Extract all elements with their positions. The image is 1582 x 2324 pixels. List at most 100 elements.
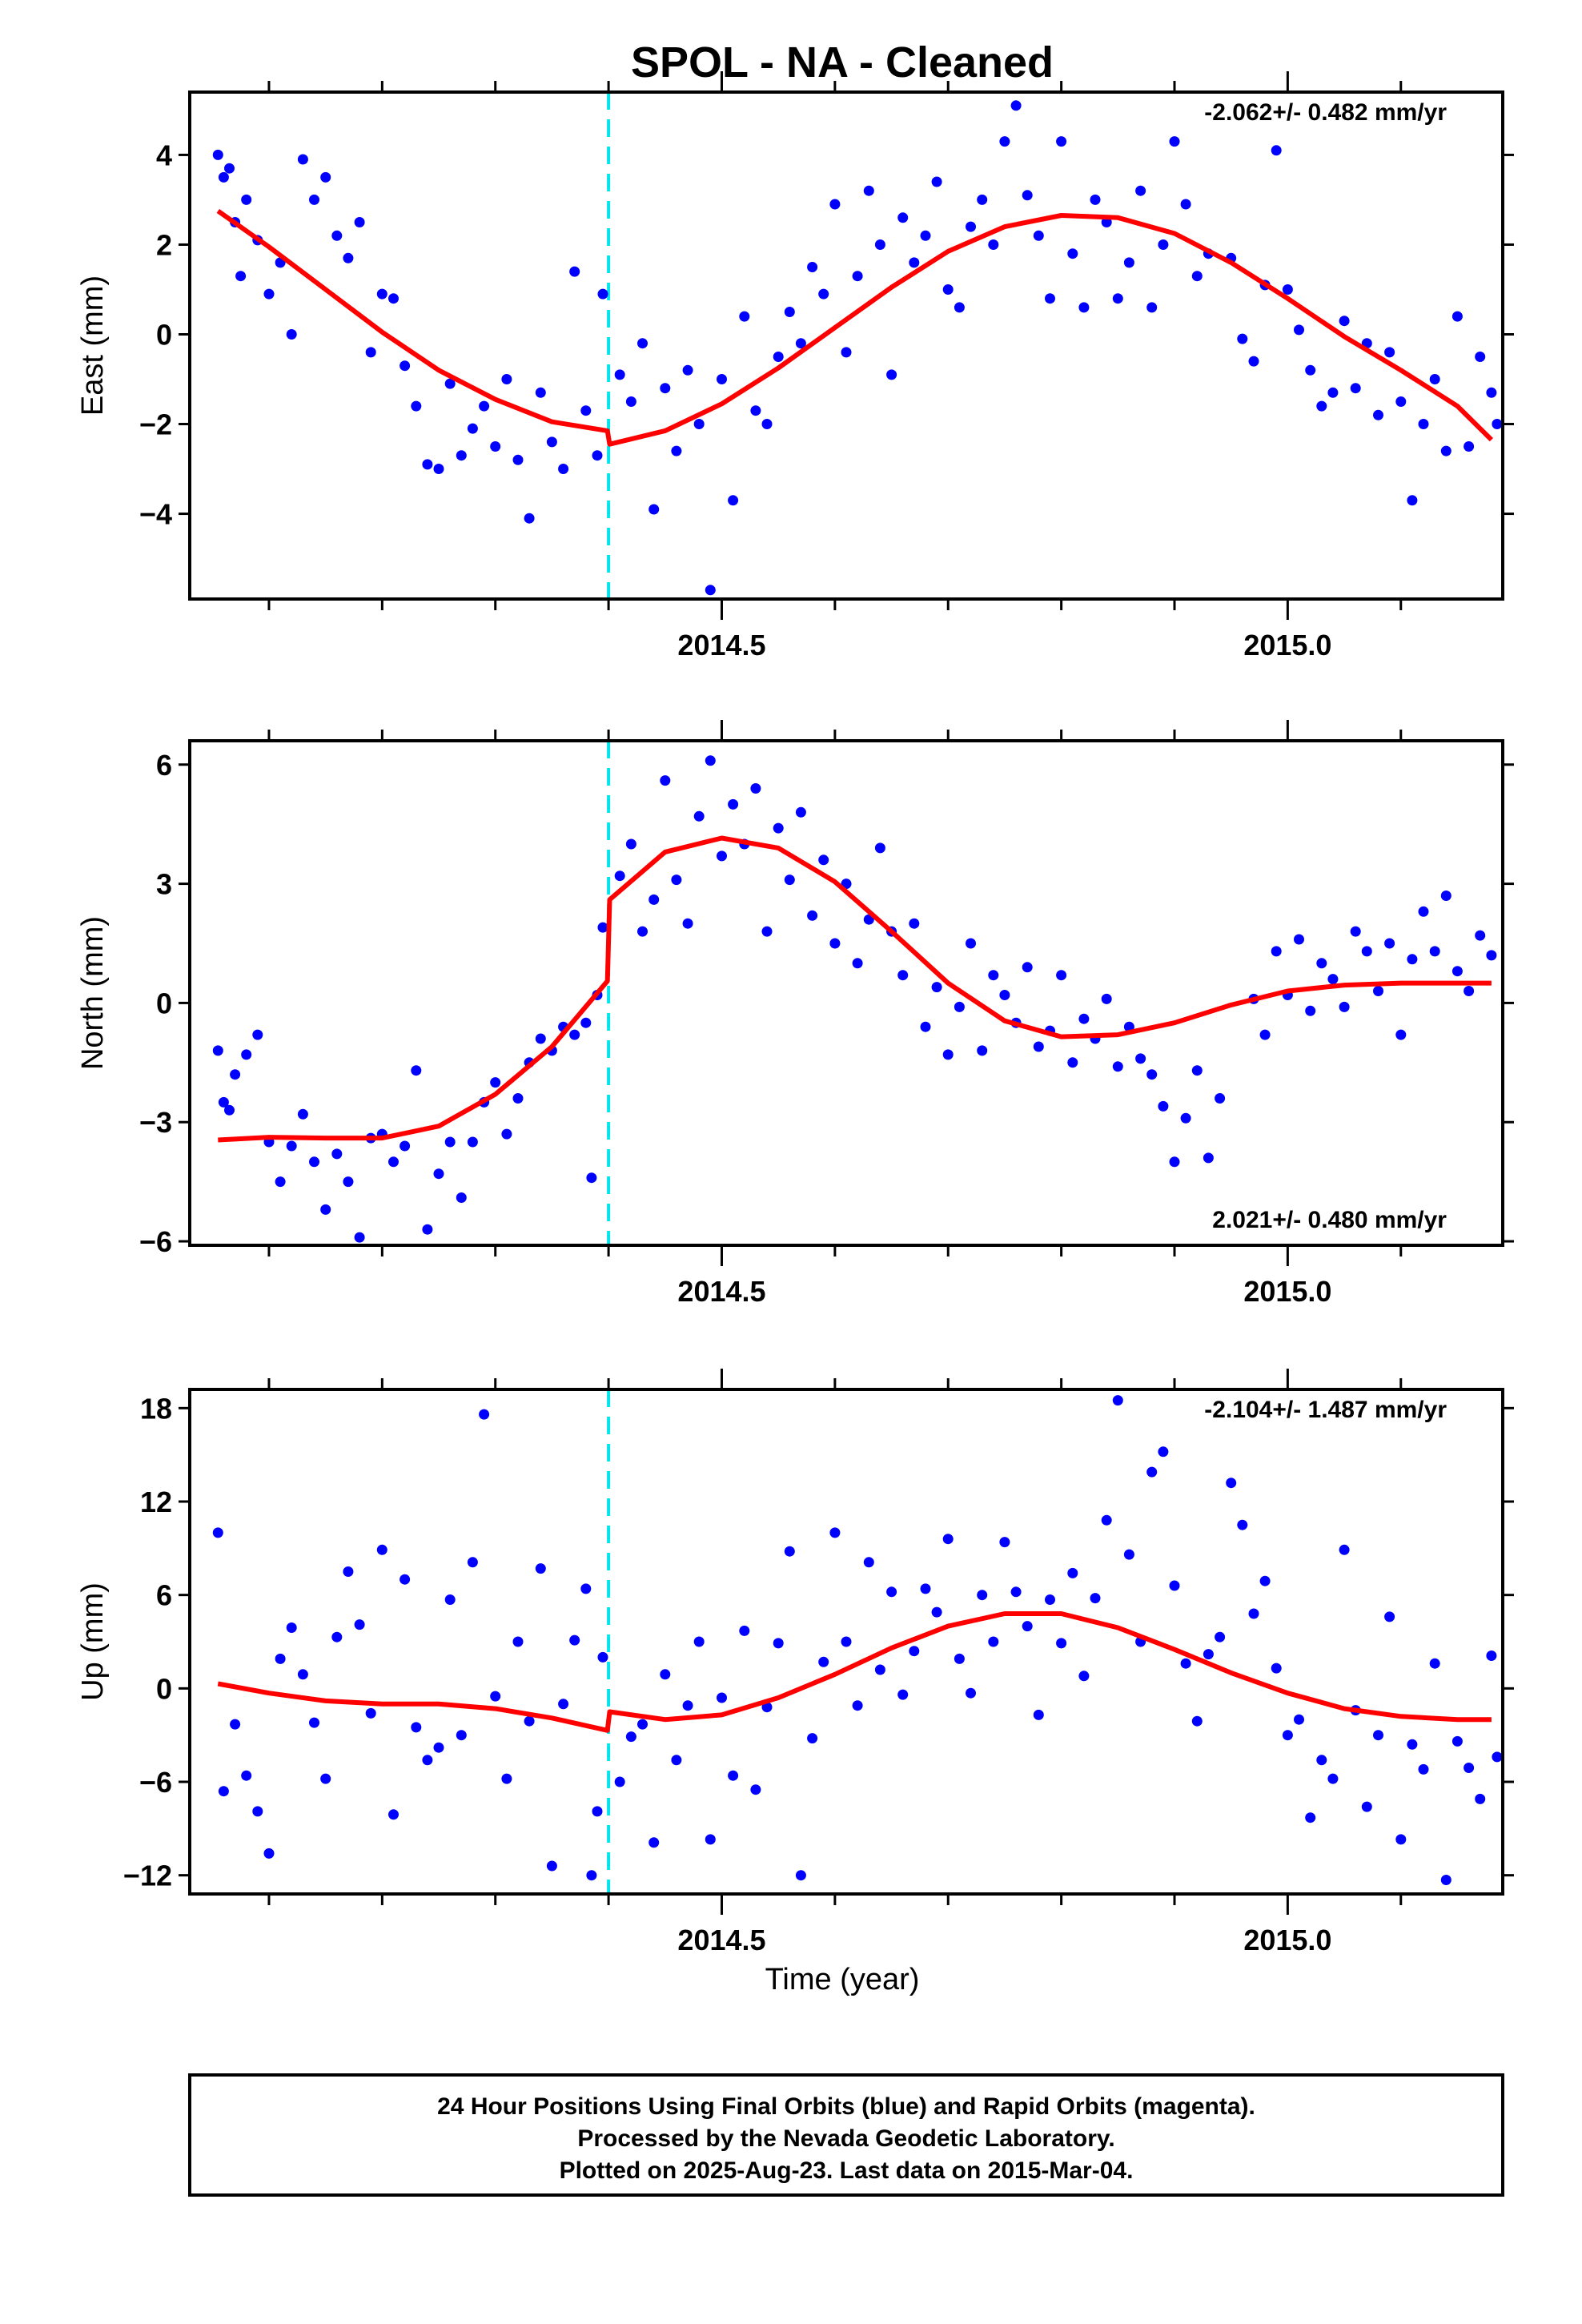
up-point — [1305, 1812, 1316, 1823]
up-ytick-label: −6 — [139, 1766, 172, 1799]
east-point — [411, 400, 422, 412]
up-point — [1259, 1575, 1271, 1586]
up-point — [1056, 1638, 1067, 1649]
up-point — [841, 1636, 852, 1647]
north-ytick-label: 0 — [156, 987, 172, 1019]
east-point — [1407, 495, 1418, 506]
up-ytick-label: 12 — [140, 1486, 172, 1518]
east-point — [1327, 387, 1339, 398]
up-point — [1067, 1567, 1078, 1578]
up-point — [966, 1687, 976, 1699]
east-point — [1191, 271, 1203, 282]
up-ytick-label: −12 — [123, 1860, 172, 1892]
up-point — [354, 1619, 365, 1630]
north-point — [1350, 926, 1361, 937]
north-point — [1022, 962, 1033, 973]
up-point — [512, 1636, 524, 1647]
north-point — [909, 918, 920, 929]
north-point — [467, 1136, 478, 1148]
east-point — [625, 396, 636, 407]
up-point — [1429, 1658, 1440, 1669]
up-point — [263, 1848, 275, 1859]
east-point — [863, 185, 874, 196]
up-point — [648, 1837, 660, 1848]
north-point — [1215, 1093, 1226, 1104]
east-point — [1237, 333, 1248, 344]
up-point — [761, 1702, 773, 1713]
up-point — [682, 1700, 693, 1711]
north-ytick-label: 6 — [156, 749, 172, 782]
north-point — [750, 783, 761, 794]
east-point — [297, 154, 308, 165]
east-point — [705, 585, 716, 596]
east-point — [1373, 409, 1383, 420]
east-point — [761, 419, 773, 429]
up-point — [1327, 1773, 1339, 1784]
up-point — [1033, 1709, 1044, 1720]
up-point — [286, 1622, 297, 1633]
east-point — [1316, 400, 1327, 412]
up-point — [524, 1715, 535, 1727]
east-point — [909, 257, 920, 268]
up-point — [365, 1707, 376, 1719]
up-fit-line — [217, 1611, 1492, 1733]
east-point — [852, 271, 863, 282]
footer-line-1: 24 Hour Positions Using Final Orbits (bl… — [437, 2093, 1255, 2120]
north-point — [637, 926, 648, 937]
east-point — [1022, 190, 1033, 201]
north-rate-label: 2.021+/- 0.480 mm/yr — [1212, 1207, 1447, 1233]
east-ylabel: East (mm) — [76, 275, 110, 416]
up-point — [1226, 1478, 1237, 1489]
east-point — [841, 347, 852, 358]
north-point — [942, 1049, 954, 1060]
north-point — [1486, 950, 1497, 961]
north-point — [1067, 1057, 1078, 1068]
east-point — [1492, 419, 1503, 429]
up-point — [592, 1806, 603, 1817]
up-point — [400, 1574, 411, 1585]
up-point — [1407, 1739, 1418, 1750]
east-point — [637, 338, 648, 349]
up-point — [422, 1755, 433, 1766]
east-point — [1248, 356, 1259, 367]
east-point — [966, 221, 976, 232]
north-ylabel: North (mm) — [76, 916, 110, 1070]
up-point — [931, 1606, 942, 1618]
north-point — [456, 1192, 467, 1203]
x-axis-label: Time (year) — [765, 1963, 920, 1996]
east-point — [433, 464, 444, 474]
east-xtick-label: 2014.5 — [677, 629, 765, 661]
east-point — [444, 378, 456, 389]
north-point — [682, 918, 693, 929]
north-point — [1429, 946, 1440, 957]
east-ytick-label: 0 — [156, 318, 172, 351]
north-point — [512, 1093, 524, 1104]
up-point — [331, 1631, 343, 1642]
north-point — [1112, 1061, 1123, 1072]
north-point — [422, 1224, 433, 1235]
north-point — [286, 1140, 297, 1152]
up-point — [376, 1544, 387, 1555]
east-point — [286, 329, 297, 340]
north-point — [1180, 1112, 1191, 1124]
up-point — [784, 1546, 795, 1557]
up-point — [660, 1669, 671, 1680]
up-point — [625, 1731, 636, 1743]
up-point — [490, 1691, 501, 1702]
north-point — [224, 1104, 235, 1116]
east-point — [1123, 257, 1134, 268]
east-point — [597, 288, 608, 300]
north-point — [1305, 1005, 1316, 1016]
up-point — [886, 1586, 897, 1598]
east-fit-line — [216, 208, 1494, 447]
east-point — [682, 364, 693, 376]
north-point — [597, 922, 608, 933]
east-point — [886, 369, 897, 380]
up-point — [586, 1870, 597, 1881]
east-ytick-label: −4 — [139, 498, 172, 531]
up-frame — [188, 1388, 1504, 1896]
up-point — [343, 1566, 354, 1577]
up-point — [739, 1625, 750, 1636]
up-point — [863, 1557, 874, 1568]
east-point — [580, 405, 592, 416]
